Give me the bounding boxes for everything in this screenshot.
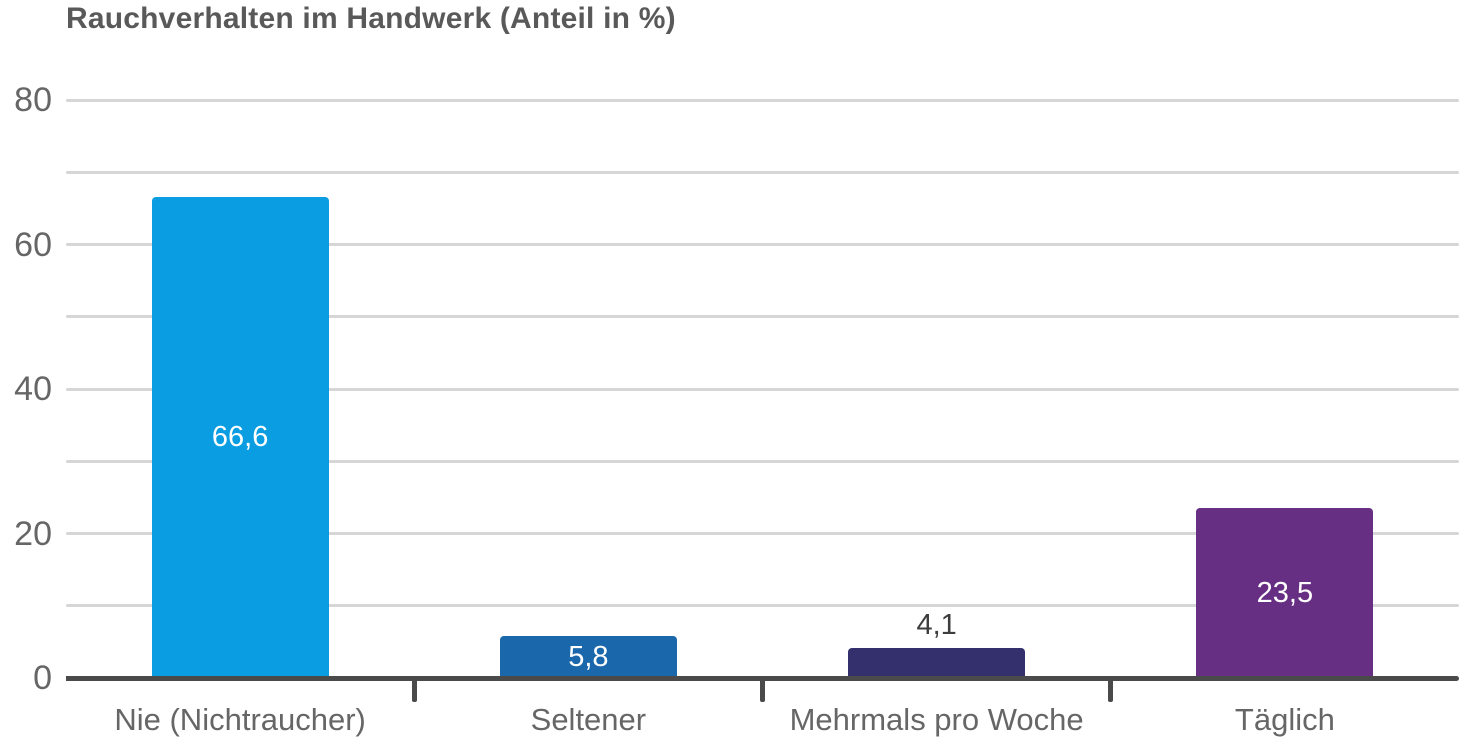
gridline-80 (66, 98, 1459, 102)
y-tick-label-0: 0 (33, 659, 52, 697)
bar-2 (499, 636, 677, 678)
category-label-1: Nie (Nichtraucher) (114, 702, 366, 737)
x-axis-tick (760, 678, 765, 702)
category-label-3: Mehrmals pro Woche (789, 702, 1084, 737)
category-label-2: Seltener (530, 702, 647, 737)
bar-value-label-4: 23,5 (1256, 577, 1314, 610)
category-label-4: Täglich (1234, 702, 1335, 737)
bar-value-label-3: 4,1 (916, 609, 957, 642)
gridline-70 (66, 170, 1459, 174)
gridline-10 (66, 604, 1459, 608)
bar-3 (848, 648, 1026, 678)
x-axis-tick (411, 678, 417, 702)
y-tick-label-40: 40 (14, 370, 52, 408)
gridline-60 (66, 243, 1459, 246)
x-axis-tick (1108, 678, 1114, 702)
chart-title: Rauchverhalten im Handwerk (Anteil in %) (66, 2, 676, 35)
y-tick-label-60: 60 (14, 225, 52, 264)
bar-value-label-1: 66,6 (211, 421, 269, 454)
gridline-20 (66, 532, 1459, 535)
y-tick-label-80: 80 (14, 81, 52, 119)
gridline-50 (66, 315, 1459, 319)
gridline-30 (66, 459, 1459, 463)
bar-value-label-2: 5,8 (568, 641, 609, 674)
bar-1 (151, 196, 329, 678)
bar-4 (1196, 508, 1374, 678)
gridline-40 (66, 387, 1459, 391)
y-tick-label-20: 20 (14, 514, 52, 553)
